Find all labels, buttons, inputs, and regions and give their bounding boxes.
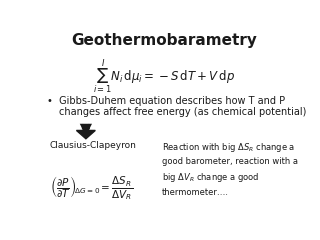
Text: Geothermobarametry: Geothermobarametry bbox=[71, 33, 257, 48]
Text: changes affect free energy (as chemical potential): changes affect free energy (as chemical … bbox=[59, 107, 306, 117]
Text: $\left(\dfrac{\partial P}{\partial T}\right)_{\!\Delta G=0} = \dfrac{\Delta S_R}: $\left(\dfrac{\partial P}{\partial T}\ri… bbox=[50, 174, 133, 202]
Text: •  Gibbs-Duhem equation describes how T and P: • Gibbs-Duhem equation describes how T a… bbox=[47, 96, 285, 106]
Text: Clausius-Clapeyron: Clausius-Clapeyron bbox=[50, 141, 137, 150]
Polygon shape bbox=[76, 131, 95, 139]
Text: $\sum_{i=1}^{I} N_i \, \mathrm{d}\mu_i = -S \, \mathrm{d}T + V \, \mathrm{d}p$: $\sum_{i=1}^{I} N_i \, \mathrm{d}\mu_i =… bbox=[93, 57, 235, 96]
Text: Reaction with big $\Delta S_R$ change a
good barometer, reaction with a
big $\De: Reaction with big $\Delta S_R$ change a … bbox=[162, 141, 298, 197]
